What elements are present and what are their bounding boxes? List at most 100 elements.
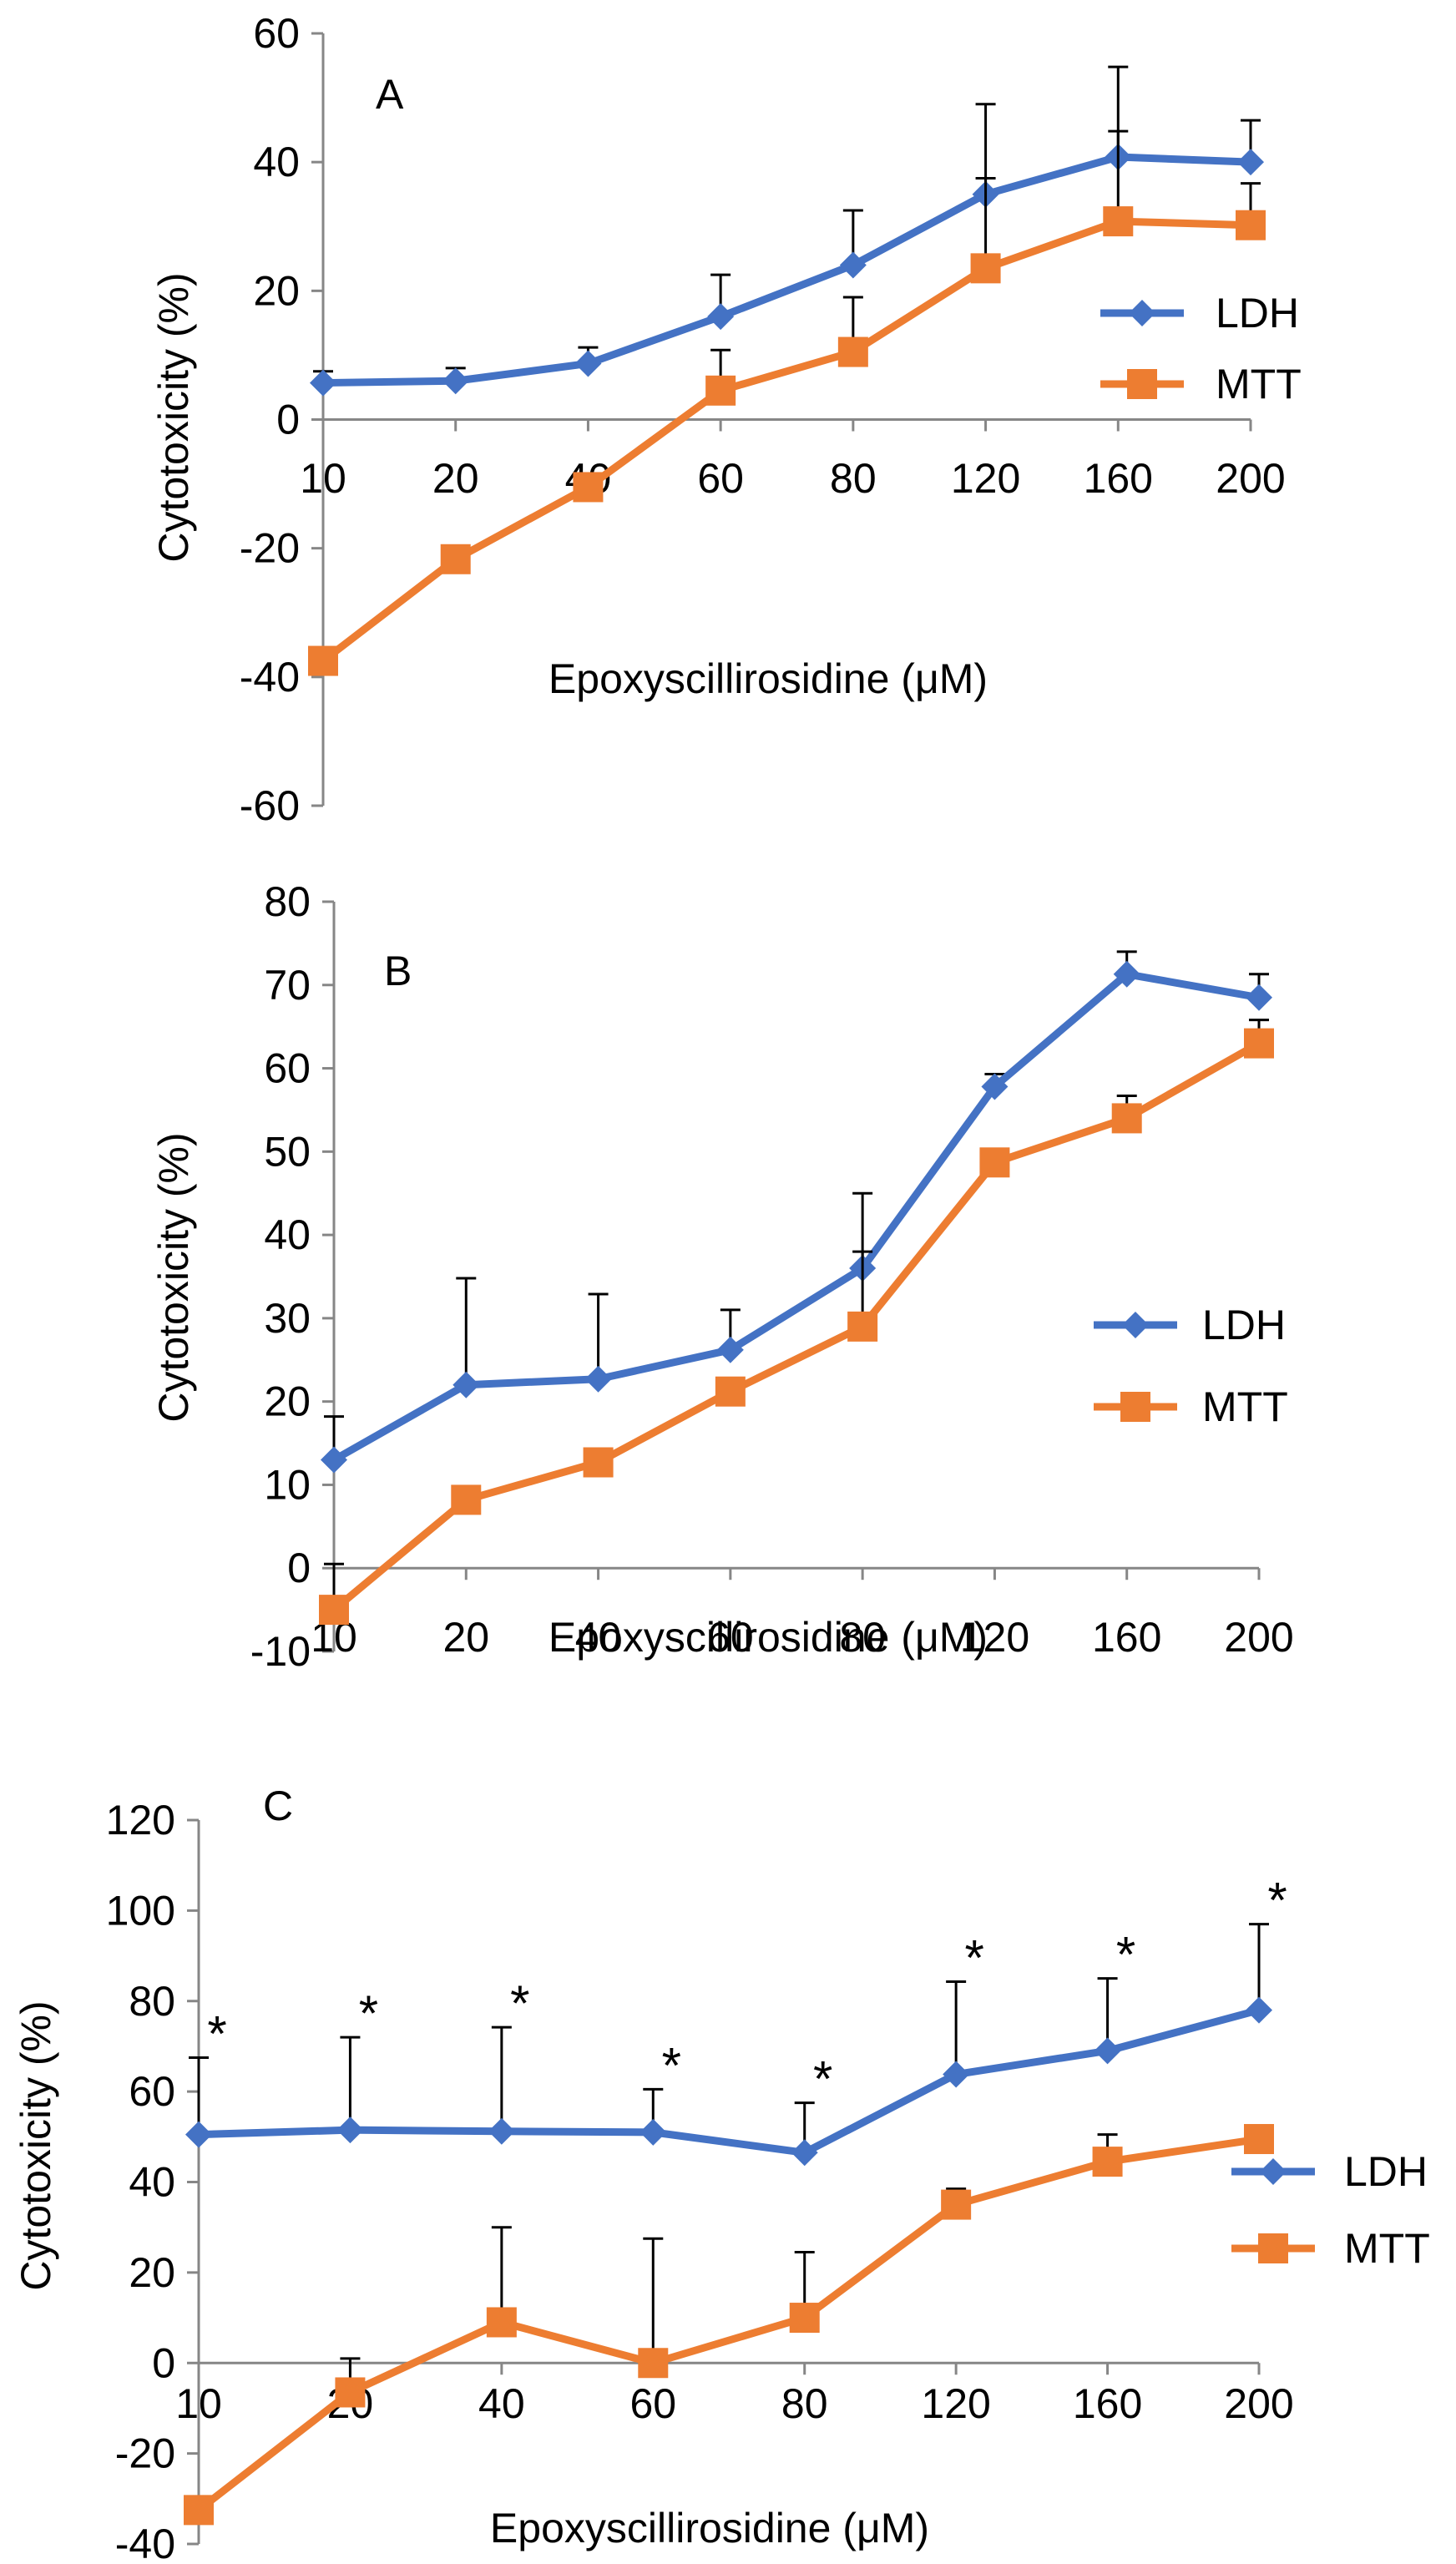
x-tick-label: 160 — [1092, 1614, 1161, 1661]
data-point-ldh — [321, 1446, 347, 1474]
data-point-mtt — [308, 645, 338, 676]
x-tick-label: 120 — [960, 1614, 1029, 1661]
x-tick-label: 20 — [442, 1614, 489, 1661]
series-line-mtt — [331, 1039, 1261, 1613]
data-point-mtt — [451, 1484, 482, 1515]
y-tick-label: 20 — [264, 1378, 311, 1425]
data-point-mtt — [1103, 206, 1134, 237]
data-point-mtt — [638, 2348, 669, 2379]
x-tick-label: 160 — [1084, 455, 1153, 502]
x-tick-label: 40 — [575, 1614, 622, 1661]
x-tick-label: 160 — [1073, 2380, 1142, 2427]
data-point-mtt — [789, 2303, 820, 2334]
x-tick-label: 200 — [1216, 455, 1285, 502]
x-tick-label: 120 — [951, 455, 1020, 502]
y-tick-label: 20 — [253, 267, 300, 314]
data-point-mtt — [941, 2189, 972, 2220]
panel-label-a: A — [376, 71, 404, 118]
series-line-mtt — [196, 2135, 1260, 2513]
chart-panel-c: -40-200204060801001201020406080120160200… — [13, 1783, 1430, 2564]
legend-label-mtt: MTT — [1202, 1383, 1288, 1430]
x-tick-label: 80 — [830, 455, 877, 502]
y-tick-label: 60 — [253, 10, 300, 57]
y-tick-label: 50 — [264, 1128, 311, 1175]
x-tick-label: 40 — [478, 2380, 525, 2427]
significance-marker: * — [510, 1975, 529, 2031]
data-point-mtt — [847, 1311, 878, 1342]
data-point-ldh — [1113, 960, 1140, 988]
data-point-ldh — [981, 1073, 1009, 1100]
series-line-mtt — [321, 217, 1251, 665]
data-point-mtt — [837, 336, 868, 367]
data-point-mtt — [1111, 1103, 1142, 1134]
legend-marker-mtt — [1120, 1392, 1150, 1422]
y-tick-label: 30 — [264, 1295, 311, 1342]
data-point-ldh — [584, 1365, 612, 1393]
x-axis-title: Epoxyscillirosidine (μM) — [549, 655, 988, 702]
panel-label-c: C — [263, 1783, 293, 1829]
data-point-ldh — [640, 2118, 667, 2146]
x-tick-label: 120 — [921, 2380, 990, 2427]
y-tick-label: 80 — [129, 1978, 175, 2025]
significance-marker: * — [359, 1985, 378, 2041]
y-tick-label: 0 — [287, 1545, 311, 1591]
y-tick-label: -10 — [250, 1628, 311, 1675]
legend-label-mtt: MTT — [1344, 2225, 1430, 2272]
data-point-ldh — [716, 1336, 744, 1363]
data-point-mtt — [1092, 2147, 1123, 2177]
legend-marker-ldh — [1260, 2158, 1287, 2185]
data-point-ldh — [336, 2116, 364, 2144]
legend-marker-ldh — [1129, 300, 1155, 326]
y-tick-label: 120 — [106, 1797, 175, 1843]
x-tick-label: 60 — [697, 455, 744, 502]
data-point-mtt — [573, 472, 604, 503]
data-point-mtt — [715, 1376, 746, 1407]
data-point-mtt — [335, 2377, 366, 2408]
significance-marker: * — [662, 2037, 681, 2093]
y-tick-label: 20 — [129, 2249, 175, 2296]
x-tick-label: 200 — [1224, 2380, 1293, 2427]
series-line-ldh — [331, 970, 1260, 1464]
y-tick-label: 0 — [152, 2339, 175, 2386]
legend-marker-ldh — [1122, 1312, 1149, 1338]
y-tick-label: -40 — [115, 2521, 175, 2564]
y-tick-label: 60 — [129, 2068, 175, 2115]
data-point-ldh — [185, 2121, 212, 2148]
significance-marker: * — [1116, 1927, 1135, 1983]
data-point-mtt — [1236, 210, 1266, 240]
data-point-ldh — [574, 350, 602, 377]
x-tick-label: 200 — [1224, 1614, 1293, 1661]
significance-marker: * — [813, 2051, 832, 2107]
x-tick-label: 10 — [175, 2380, 222, 2427]
data-point-ldh — [1246, 984, 1272, 1011]
data-point-mtt — [440, 544, 471, 574]
legend-marker-mtt — [1127, 369, 1157, 399]
y-tick-label: 0 — [276, 397, 300, 443]
data-point-ldh — [310, 369, 336, 397]
data-point-ldh — [791, 2139, 818, 2167]
y-axis-title: Cytotoxicity (%) — [13, 2000, 59, 2290]
data-point-mtt — [979, 1147, 1010, 1178]
data-point-mtt — [1244, 2124, 1274, 2155]
data-point-ldh — [839, 251, 867, 279]
data-point-ldh — [1094, 2037, 1121, 2065]
data-point-ldh — [1246, 1996, 1272, 2024]
x-tick-label: 10 — [300, 455, 346, 502]
data-point-mtt — [970, 253, 1001, 284]
data-point-ldh — [442, 367, 469, 395]
series-line-ldh — [198, 2006, 1261, 2157]
significance-marker: * — [207, 2005, 226, 2061]
y-axis-title: Cytotoxicity (%) — [150, 1132, 197, 1422]
y-tick-label: 80 — [264, 878, 311, 925]
x-tick-label: 80 — [839, 1614, 886, 1661]
y-axis-title: Cytotoxicity (%) — [150, 272, 197, 562]
x-axis-title: Epoxyscillirosidine (μM) — [549, 1614, 988, 1661]
y-tick-label: -60 — [240, 782, 300, 829]
data-point-ldh — [1237, 149, 1264, 176]
y-tick-label: -20 — [240, 525, 300, 572]
y-tick-label: 40 — [129, 2159, 175, 2206]
legend-label-mtt: MTT — [1216, 361, 1302, 407]
x-tick-label: 80 — [781, 2380, 828, 2427]
data-point-mtt — [705, 375, 736, 406]
